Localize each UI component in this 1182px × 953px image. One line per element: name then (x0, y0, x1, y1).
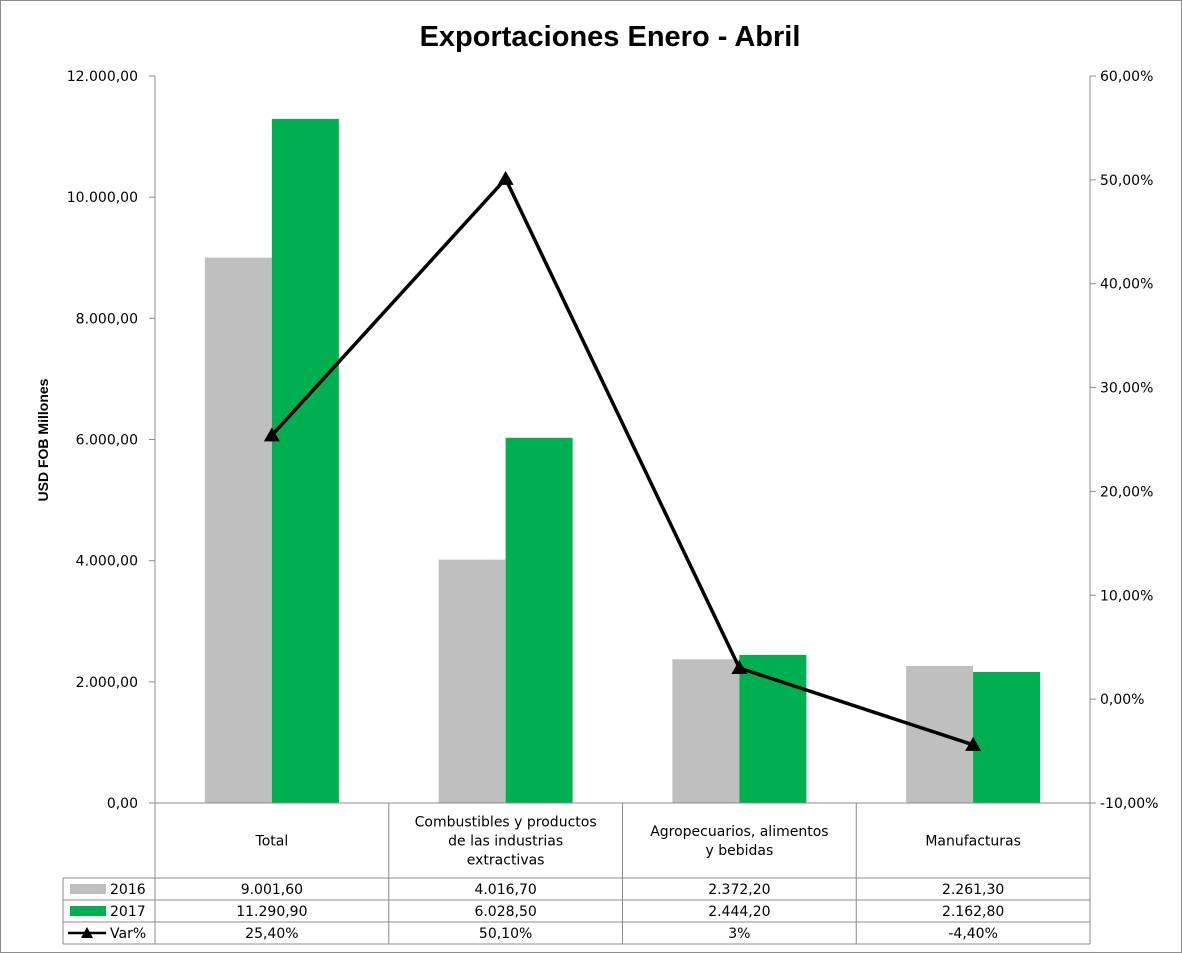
table-cell: 2.372,20 (708, 882, 770, 898)
legend-label-2016: 2016 (110, 882, 146, 898)
table-cell: 50,10% (479, 926, 532, 942)
bar-2016 (672, 659, 740, 803)
y2-axis-tick-label: 60,00% (1100, 69, 1153, 85)
table-cell: 3% (728, 926, 750, 942)
marker-Var% (731, 659, 748, 674)
y-axis-tick-label: 4.000,00 (76, 554, 138, 570)
y2-axis-tick-label: 40,00% (1100, 277, 1153, 293)
x-category-label: y bebidas (705, 843, 773, 859)
table-cell: 9.001,60 (241, 882, 303, 898)
y2-axis-tick-label: -10,00% (1100, 796, 1158, 812)
table-cell: 2.444,20 (708, 904, 770, 920)
legend-key-2016 (70, 884, 106, 894)
y-axis-tick-label: 0,00 (107, 796, 138, 812)
bar-2017 (505, 437, 573, 803)
y-axis-tick-label: 2.000,00 (76, 675, 138, 691)
bar-2016 (204, 257, 272, 803)
table-cell: 2.162,80 (942, 904, 1004, 920)
bar-2017 (739, 654, 807, 803)
y-axis-tick-label: 8.000,00 (76, 311, 138, 327)
bar-2016 (438, 559, 506, 803)
table-cell: -4,40% (948, 926, 998, 942)
marker-Var% (965, 736, 982, 751)
table-cell: 6.028,50 (474, 904, 536, 920)
x-category-label: Manufacturas (925, 834, 1021, 850)
table-cell: 25,40% (245, 926, 298, 942)
x-category-label: Agropecuarios, alimentos (650, 824, 828, 840)
x-category-label: de las industrias (448, 834, 563, 850)
x-category-label: Total (255, 834, 289, 850)
y2-axis-tick-label: 50,00% (1100, 173, 1153, 189)
bar-2017 (271, 118, 339, 803)
x-category-label: Combustibles y productos (415, 815, 597, 831)
y2-axis-tick-label: 20,00% (1100, 484, 1153, 500)
y2-axis-tick-label: 30,00% (1100, 381, 1153, 397)
y2-axis-tick-label: 0,00% (1100, 692, 1144, 708)
y-axis-label: USD FOB Millones (35, 378, 51, 501)
table-cell: 11.290,90 (236, 904, 307, 920)
legend-label-Var%: Var% (110, 926, 146, 942)
bar-2017 (973, 671, 1041, 803)
y-axis-tick-label: 6.000,00 (76, 433, 138, 449)
marker-Var% (263, 427, 280, 442)
x-category-label: extractivas (467, 853, 545, 869)
chart-title: Exportaciones Enero - Abril (420, 21, 801, 53)
legend-key-marker-Var% (81, 927, 93, 938)
y-axis-tick-label: 12.000,00 (67, 69, 138, 85)
y2-axis-tick-label: 10,00% (1100, 588, 1153, 604)
legend-key-2017 (70, 906, 106, 916)
legend-label-2017: 2017 (110, 904, 146, 920)
line-Var% (270, 175, 974, 747)
marker-Var% (497, 170, 514, 185)
table-cell: 4.016,70 (474, 882, 536, 898)
table-cell: 2.261,30 (942, 882, 1004, 898)
y-axis-tick-label: 10.000,00 (67, 190, 138, 206)
